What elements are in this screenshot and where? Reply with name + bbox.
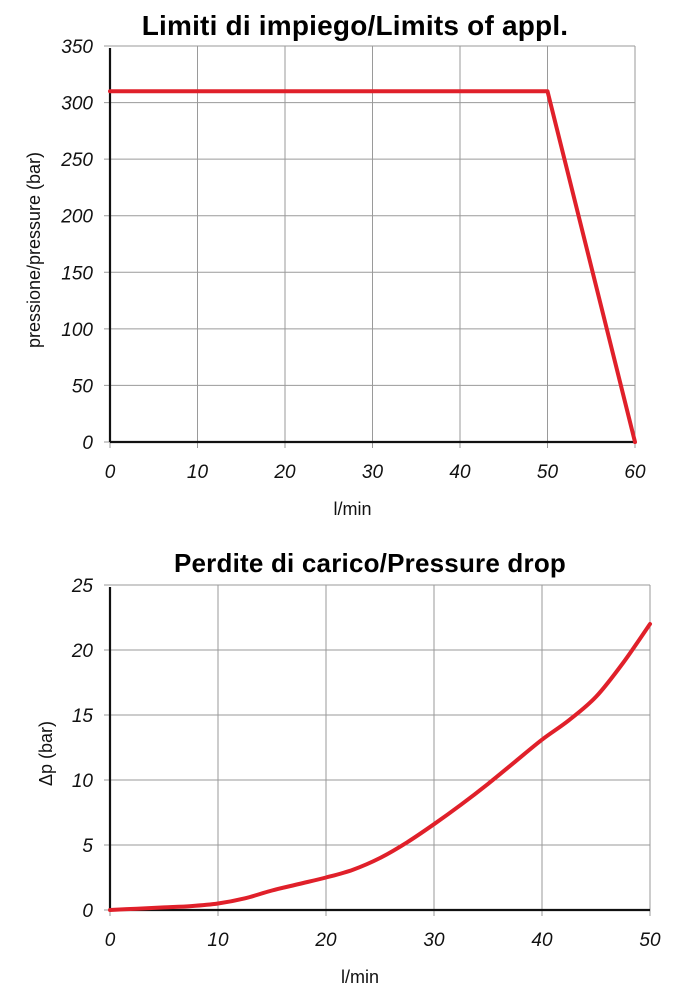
y-tick-label: 25	[71, 576, 94, 597]
y-tick-label: 50	[72, 376, 94, 397]
y-axis-label: pressione/pressure (bar)	[24, 152, 44, 348]
y-tick-label: 15	[72, 706, 94, 727]
y-axis-label: Δp (bar)	[36, 721, 56, 786]
y-tick-label: 10	[72, 771, 94, 792]
chart-title-pressure-drop: Perdite di carico/Pressure drop	[173, 548, 566, 578]
x-tick-label: 50	[639, 930, 661, 951]
x-tick-label: 20	[314, 930, 337, 951]
y-tick-label: 350	[61, 37, 93, 58]
pressure-drop-chart: 0 10 20 30 40 50 0 5 10 15 20 25 l/min Δp (bar)	[36, 576, 661, 987]
chart-title-limits: Limiti di impiego/Limits of appl.	[141, 10, 569, 41]
x-axis-label: l/min	[333, 499, 371, 519]
y-tick-label: 150	[61, 263, 93, 284]
x-tick-label: 40	[449, 462, 471, 483]
x-tick-label: 30	[423, 930, 445, 951]
y-tick-label: 5	[82, 836, 93, 857]
y-tick-label: 200	[60, 207, 93, 228]
y-tick-label: 100	[61, 320, 93, 341]
x-tick-label: 50	[537, 462, 559, 483]
x-tick-label: 10	[207, 930, 229, 951]
y-tick-label: 20	[71, 641, 94, 662]
data-series-line	[108, 89, 637, 444]
limits-chart: 0 10 20 30 40 50 60 0 50 100 150 200 250 300 350 l/min p…	[24, 37, 646, 519]
x-tick-label: 30	[362, 462, 384, 483]
y-tick-label: 250	[60, 150, 93, 171]
x-axis-label: l/min	[341, 967, 379, 987]
x-tick-label: 0	[105, 462, 116, 483]
y-tick-label: 0	[82, 433, 93, 454]
x-tick-label: 20	[273, 462, 296, 483]
data-series-line	[108, 622, 652, 912]
x-tick-label: 0	[105, 930, 116, 951]
x-tick-label: 40	[531, 930, 553, 951]
x-tick-label: 60	[624, 462, 646, 483]
y-tick-label: 300	[61, 94, 93, 115]
x-tick-label: 10	[187, 462, 209, 483]
y-tick-label: 0	[82, 901, 93, 922]
